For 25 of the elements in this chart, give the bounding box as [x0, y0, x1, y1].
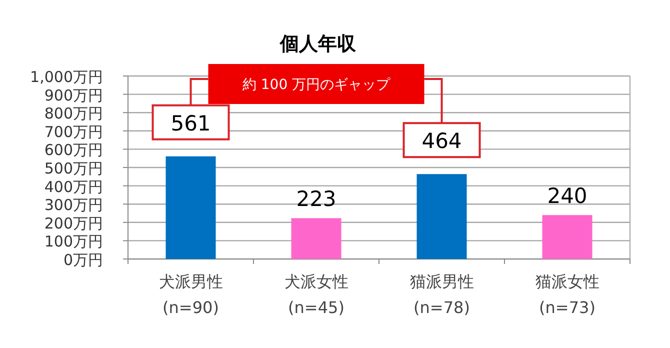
x-tick-label: 猫派女性 (n=73) — [535, 272, 600, 317]
data-label: 223 — [296, 187, 336, 212]
data-label: 240 — [547, 184, 588, 208]
bar — [291, 218, 342, 259]
x-tick-label: 猫派男性 (n=78) — [410, 272, 474, 317]
y-tick-label: 600万円 — [44, 141, 103, 160]
data-label: 561 — [170, 111, 211, 136]
bar — [166, 156, 216, 259]
y-tick-label: 800万円 — [44, 104, 103, 123]
y-tick-label: 100万円 — [44, 232, 103, 251]
bar — [416, 174, 467, 259]
x-tick-label: 犬派男性 (n=90) — [158, 272, 223, 317]
bar — [542, 215, 592, 259]
y-tick-label: 200万円 — [44, 214, 103, 232]
y-tick-label: 900万円 — [44, 86, 103, 104]
y-tick-label: 700万円 — [44, 122, 103, 141]
x-tick-label: 犬派女性 (n=45) — [284, 272, 348, 317]
y-tick-label: 1,000万円 — [30, 68, 103, 86]
chart-title: 個人年収 — [279, 33, 357, 55]
y-tick-label: 400万円 — [44, 178, 103, 196]
y-tick-label: 0万円 — [63, 251, 103, 269]
data-label: 464 — [422, 129, 462, 154]
y-tick-label: 300万円 — [44, 196, 103, 214]
y-tick-label: 500万円 — [44, 160, 103, 178]
annotation: 約 100 万円のギャップ — [242, 77, 392, 93]
